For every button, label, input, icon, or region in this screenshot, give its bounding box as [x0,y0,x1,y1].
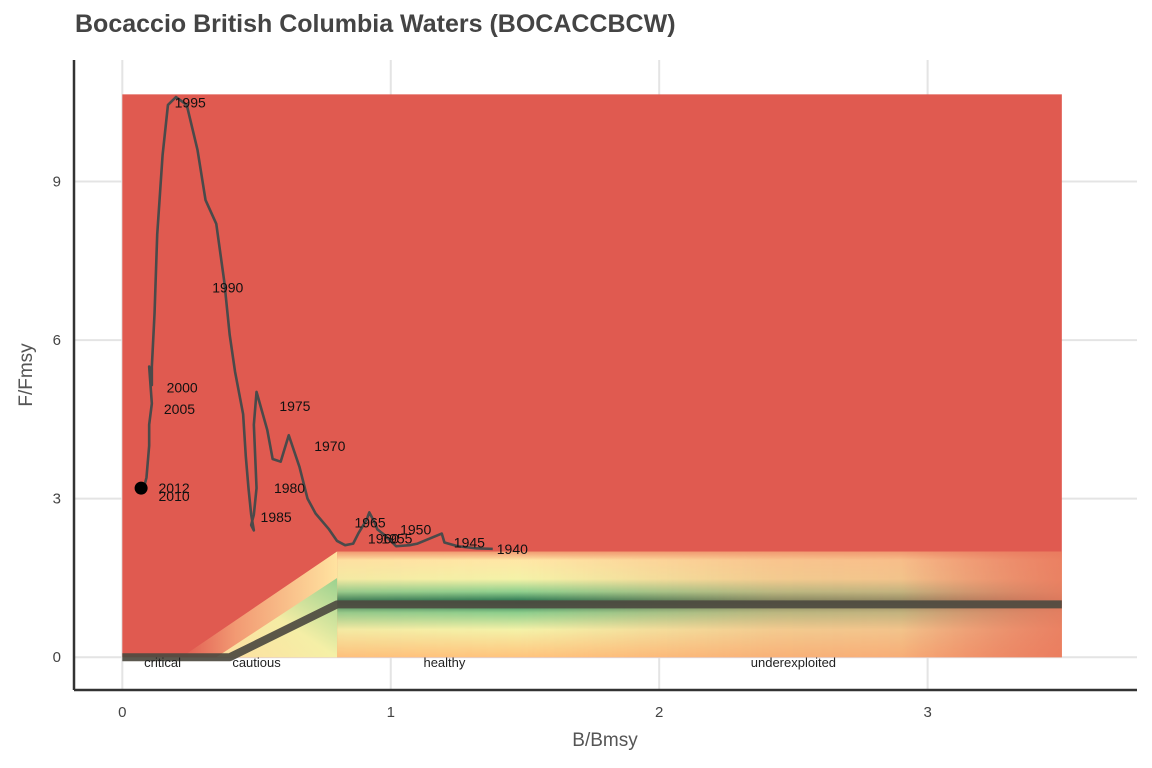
year-label: 1990 [212,279,243,295]
zone-label: cautious [232,655,281,670]
y-tick-label: 6 [53,332,61,349]
chart-title: Bocaccio British Columbia Waters (BOCACC… [75,10,676,38]
year-label: 1940 [497,541,528,557]
zone-label: underexploited [751,655,836,670]
year-label: 1960 [368,530,399,546]
x-tick-label: 0 [118,704,126,721]
x-tick-label: 1 [387,704,395,721]
status-background [122,94,1062,658]
zone-labels: critical cautious healthy underexploited [144,655,836,670]
year-label: 1970 [314,438,345,454]
axes [72,60,1137,692]
y-tick-label: 0 [53,649,61,666]
year-label: 1985 [261,509,292,525]
x-axis-title: B/Bmsy [572,730,638,751]
year-label: 1945 [454,535,485,551]
reference-line [122,600,1062,662]
year-label: 1975 [279,398,310,414]
year-label: 1980 [274,480,305,496]
zone-label: healthy [423,655,465,670]
cautious-zone-inner [216,577,338,658]
x-tick-label: 3 [923,704,931,721]
year-label: 1950 [400,521,431,537]
year-label: 1955 [381,530,412,546]
year-label: 1965 [354,514,385,530]
trajectory [134,95,493,551]
year-label: 2005 [164,401,195,417]
y-tick-label: 9 [53,174,61,191]
year-label: 2000 [167,380,198,396]
year-label: 2010 [159,488,190,504]
year-label: 2012 [159,480,190,496]
year-label: 1995 [175,94,206,110]
y-tick-label: 3 [53,491,61,508]
reference-line-path [122,600,1062,662]
zone-label: critical [144,655,181,670]
last-year-point [134,481,148,495]
y-axis-title: F/Fmsy [16,343,37,407]
x-tick-label: 2 [655,704,663,721]
tick-labels: 0 1 2 3 0 3 6 9 [53,174,932,721]
trajectory-line [141,95,493,551]
